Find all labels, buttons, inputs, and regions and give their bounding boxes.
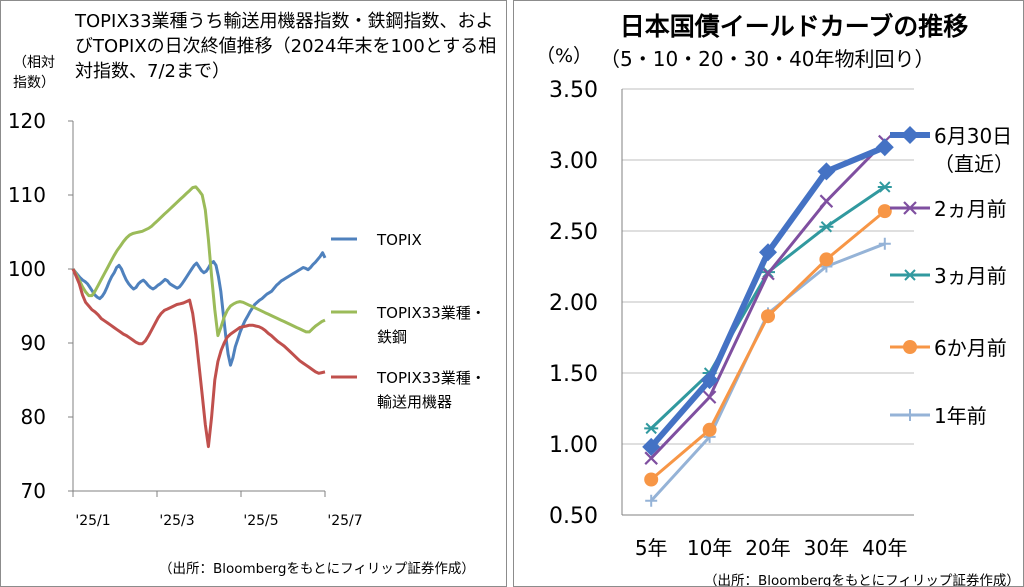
y-tick-label: 3.50 [549,78,598,103]
y-tick-label: 100 [8,257,46,281]
series-4-point [761,309,775,324]
y-tick-label: 0.50 [549,504,598,529]
x-tick-label: 20年 [745,536,790,560]
legend-label-3: TOPIX33業種・ [376,369,486,387]
right-chart-source: （出所：Bloombergをもとにフィリップ証券作成） [704,573,1020,587]
y-tick-label: 70 [21,479,46,503]
y-tick-label: 90 [21,331,46,355]
legend-label-2: TOPIX33業種・ [376,304,486,322]
legend-marker-5 [904,409,916,421]
yield-curve-line-chart: 0.50 1.00 1.50 2.00 2.50 3.00 3.50 5年 10年 20年 30年 4… [549,78,1014,560]
equity-index-chart-panel: TOPIX33業種うち輸送用機器指数・鉄鋼指数、およびTOPIXの日次終値推移（… [0,0,507,587]
y-tick-label: 120 [8,109,46,133]
left-chart-source: （出所：Bloombergをもとにフィリップ証券作成） [159,561,475,577]
right-chart-subtitle: （5・10・20・30・40年物利回り） [600,47,935,71]
series-4-point [702,422,717,437]
x-tick-label: '25/1 [75,513,110,529]
series-1-point [642,437,661,456]
legend-label-1-line2: （直近） [934,152,1014,176]
series-2-point [761,266,775,281]
y-tick-label: 2.00 [549,291,598,316]
left-chart-title: TOPIX33業種うち輸送用機器指数・鉄鋼指数、およびTOPIXの日次終値推移（… [75,11,497,82]
series-line-1 [71,251,327,367]
legend-label-5: 1年前 [934,404,987,428]
legend-marker-3 [903,269,917,281]
series-3-point [644,422,659,435]
y-tick-label: 2.50 [549,220,598,245]
legend-label-1: 6月30日 [934,124,1012,148]
series-line-5 [650,242,886,502]
x-tick-label: 40年 [862,536,907,560]
series-3-point [819,221,834,233]
legend-marker-4 [903,340,917,354]
y-tick-label: 3.00 [549,149,598,174]
right-y-axis-unit: （%） [536,45,593,67]
series-5-point [878,237,891,250]
y-tick-label: 80 [21,405,46,429]
series-4-point [644,472,659,487]
yield-curve-chart-panel: 日本国債イールドカーブの推移 （5・10・20・30・40年物利回り） （%） … [513,0,1024,587]
series-line-2 [71,185,326,338]
x-tick-label: '25/5 [243,513,278,529]
legend-label-2: 2ヵ月前 [934,197,1007,221]
series-2-point [644,451,658,465]
equity-index-line-chart: 70 80 90 100 110 120 '25/1 '25/3 '25/5 '25/7 TOPIX… [8,109,486,529]
x-tick-label: 10年 [687,536,732,560]
y-tick-label: 110 [8,183,46,207]
series-4-point [877,204,892,219]
series-line-1 [648,144,886,449]
legend-label-3: 輸送用機器 [377,393,452,411]
x-tick-label: '25/3 [159,513,194,529]
legend-marker-1 [901,126,919,144]
series-2-point [702,390,717,404]
series-1-point [875,138,894,157]
y-tick-label: 1.50 [549,362,598,387]
x-tick-label: 5年 [635,536,668,560]
series-5-point [645,494,658,507]
series-3-point [877,181,892,193]
legend-label-1: TOPIX [376,231,422,249]
series-line-3 [71,268,326,449]
legend-label-2: 鉄鋼 [377,328,407,346]
series-4-point [819,252,834,267]
x-tick-label: 30年 [804,536,849,560]
series-2-point [819,194,834,208]
legend-label-3: 3ヵ月前 [934,264,1007,288]
left-y-axis-unit: （相対指数） [13,55,55,91]
series-1-point [700,371,719,390]
series-1-point [817,162,836,181]
legend-marker-2 [903,201,917,215]
x-tick-label: '25/7 [327,513,362,529]
series-1-point [759,243,777,262]
legend-label-4: 6か月前 [934,336,1007,360]
right-chart-title: 日本国債イールドカーブの推移 [619,12,969,41]
y-tick-label: 1.00 [549,433,598,458]
